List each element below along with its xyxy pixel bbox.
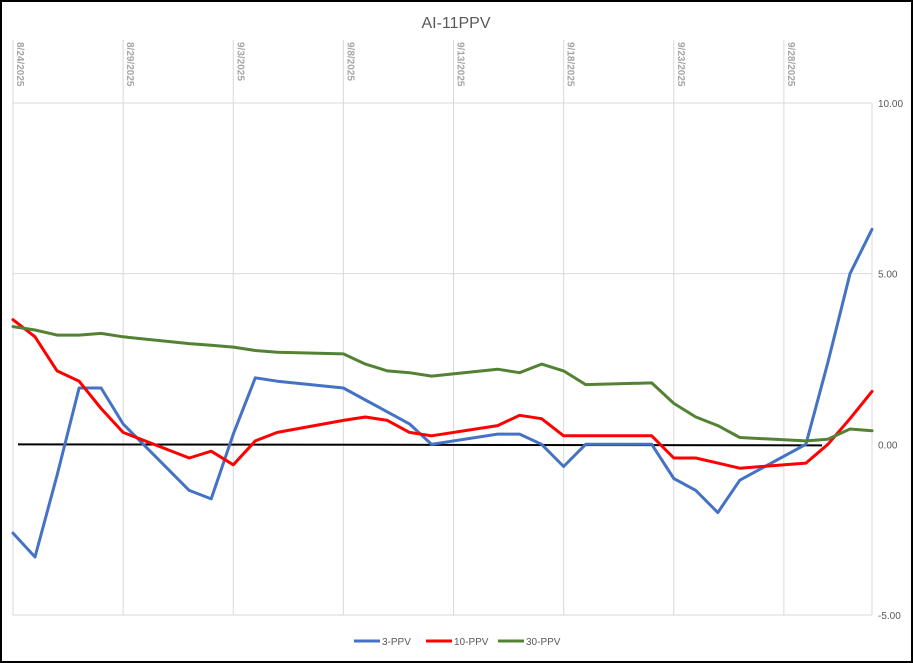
x-tick-label: 9/23/2025 <box>675 42 686 87</box>
legend-label: 10-PPV <box>454 637 489 648</box>
x-tick-label: 9/18/2025 <box>565 42 576 87</box>
y-tick-label: -5.00 <box>878 611 901 622</box>
y-tick-label: 10.00 <box>878 99 903 110</box>
x-tick-label: 8/29/2025 <box>124 42 135 87</box>
x-tick-label: 9/3/2025 <box>234 42 245 81</box>
series-lines <box>11 227 874 559</box>
y-tick-label: 0.00 <box>878 440 898 451</box>
chart-title: AI-11PPV <box>421 15 490 32</box>
x-tick-label: 9/8/2025 <box>344 42 355 81</box>
series-line-3-ppv <box>11 227 874 559</box>
zero-line <box>17 443 823 447</box>
legend-label: 3-PPV <box>382 637 411 648</box>
legend: 3-PPV 10-PPV 30-PPV <box>354 637 561 648</box>
x-axis-ticks: 8/24/2025 8/29/2025 9/3/2025 9/8/2025 9/13/2… <box>14 42 796 87</box>
y-tick-label: 5.00 <box>878 270 898 281</box>
series-line-10-ppv <box>11 318 874 470</box>
x-tick-label: 9/28/2025 <box>785 42 796 87</box>
zero-reference-line <box>17 443 823 447</box>
gridlines <box>12 40 873 616</box>
series-line-30-ppv <box>11 325 874 443</box>
x-tick-label: 8/24/2025 <box>14 42 25 87</box>
y-axis-ticks: 10.00 5.00 0.00 -5.00 <box>878 99 903 622</box>
x-tick-label: 9/13/2025 <box>455 42 466 87</box>
legend-label: 30-PPV <box>526 637 561 648</box>
